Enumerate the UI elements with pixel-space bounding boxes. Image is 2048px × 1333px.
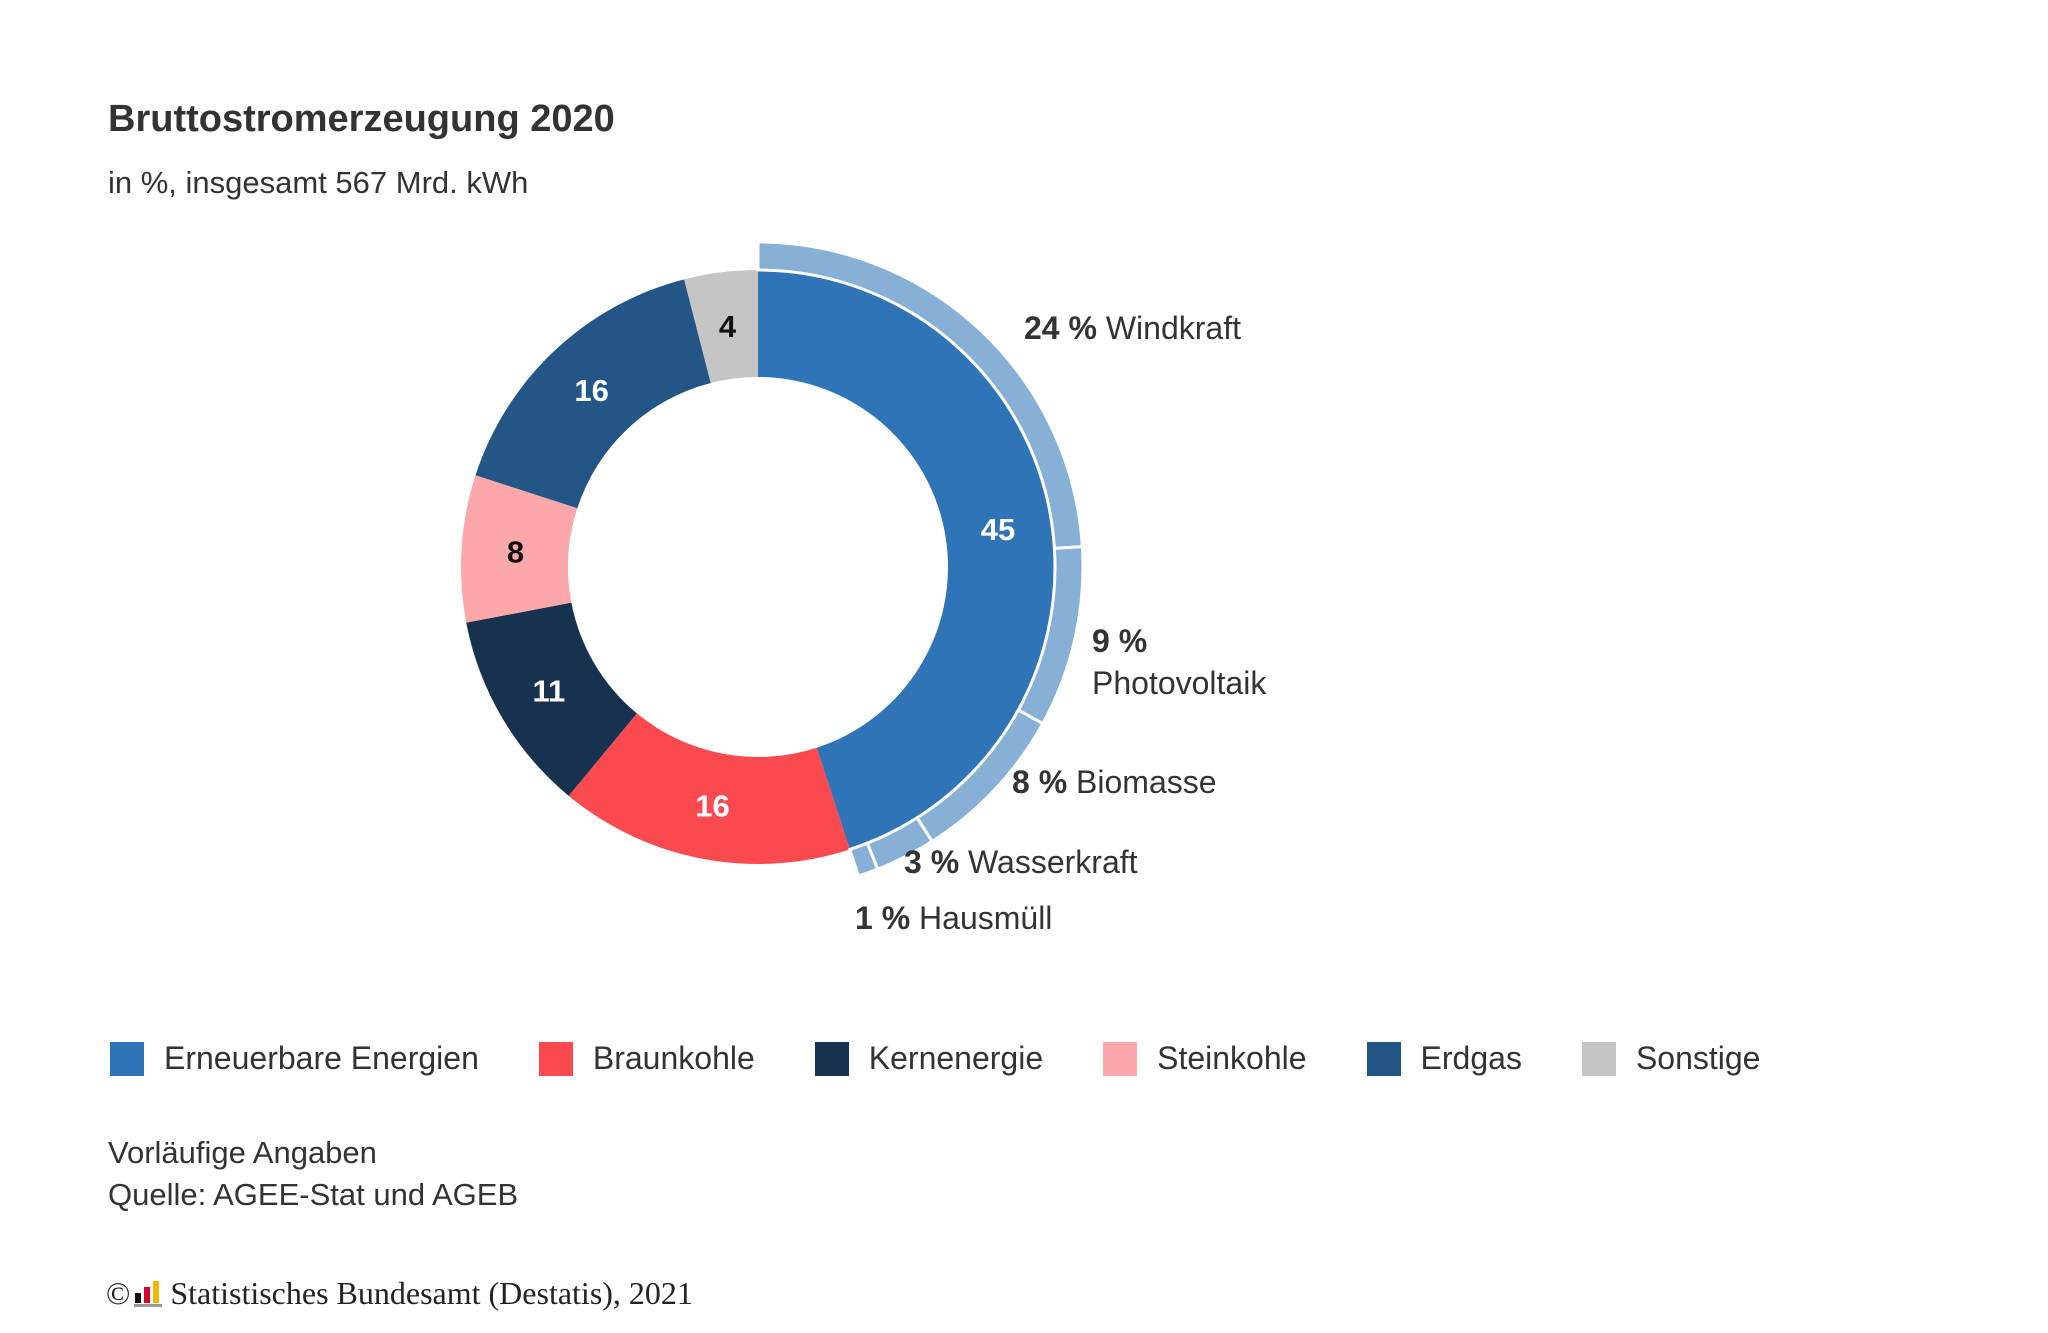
outer-label-pct: 24 % bbox=[1024, 310, 1097, 346]
outer-label-name: Hausmüll bbox=[910, 900, 1052, 936]
footer-credit: © Statistisches Bundesamt (Destatis), 20… bbox=[106, 1275, 693, 1312]
legend-label: Erneuerbare Energien bbox=[164, 1040, 479, 1076]
legend-swatch bbox=[110, 1041, 144, 1076]
slice-erdgas bbox=[475, 279, 711, 509]
footer-text: Statistisches Bundesamt (Destatis), 2021 bbox=[170, 1275, 693, 1311]
outer-label-name: Wasserkraft bbox=[959, 844, 1138, 880]
legend-label: Sonstige bbox=[1635, 1040, 1761, 1076]
legend-item-sonstige: Sonstige bbox=[1581, 1040, 1761, 1077]
outer-label-name: Windkraft bbox=[1097, 310, 1241, 346]
legend-swatch bbox=[1103, 1041, 1138, 1076]
slice-label-erdgas: 16 bbox=[574, 373, 608, 408]
legend-label: Braunkohle bbox=[592, 1040, 755, 1076]
slice-label-sonstige: 4 bbox=[719, 309, 737, 344]
slice-kernenergie bbox=[466, 602, 637, 796]
slice-erneuerbare-energien bbox=[758, 270, 1056, 850]
slice-label-kernenergie: 11 bbox=[532, 674, 565, 709]
copyright-symbol: © bbox=[106, 1275, 131, 1311]
slice-label-braunkohle: 16 bbox=[695, 789, 729, 824]
slice-sonstige bbox=[684, 270, 758, 383]
outer-label-biomasse: 8 % Biomasse bbox=[1012, 764, 1217, 800]
chart-subtitle: in %, insgesamt 567 Mrd. kWh bbox=[108, 165, 529, 200]
chart-title: Bruttostromerzeugung 2020 bbox=[108, 98, 615, 140]
donut-chart: 45 16 11 8 16 4 24 % Windkraft 9 % Photovoltaik 8… bbox=[461, 240, 1267, 936]
outer-label-windkraft: 24 % Windkraft bbox=[1024, 310, 1241, 346]
legend-label: Steinkohle bbox=[1157, 1040, 1307, 1076]
legend-swatch bbox=[1581, 1041, 1616, 1076]
outer-label-name: Photovoltaik bbox=[1092, 665, 1267, 701]
legend-item-erneuerbare: Erneuerbare Energien bbox=[110, 1040, 479, 1077]
outer-label-hausm-ll: 1 % Hausmüll bbox=[855, 900, 1052, 936]
outer-label-name: Biomasse bbox=[1067, 764, 1216, 800]
slice-braunkohle bbox=[568, 713, 850, 865]
legend-swatch bbox=[538, 1041, 573, 1076]
outer-label-wasserkraft: 3 % Wasserkraft bbox=[904, 844, 1138, 880]
note-preliminary: Vorläufige Angaben bbox=[108, 1135, 377, 1170]
outer-label-photovoltaik: 9 % Photovoltaik bbox=[1092, 623, 1267, 701]
outer-label-pct: 8 % bbox=[1012, 764, 1067, 800]
note-source: Quelle: AGEE-Stat und AGEB bbox=[108, 1177, 519, 1212]
slice-label-steinkohle: 8 bbox=[507, 535, 524, 570]
outer-label-pct: 1 % bbox=[855, 900, 910, 936]
legend-label: Kernenergie bbox=[868, 1040, 1044, 1076]
chart-notes: Vorläufige Angaben Quelle: AGEE-Stat und… bbox=[108, 1132, 518, 1216]
legend-swatch bbox=[1366, 1041, 1401, 1076]
outer-label-pct: 3 % bbox=[904, 844, 959, 880]
slice-steinkohle bbox=[461, 475, 578, 623]
chart-legend: Erneuerbare Energien Braunkohle Kernener… bbox=[110, 1040, 1760, 1077]
outer-label-pct: 9 % bbox=[1092, 623, 1147, 659]
legend-swatch bbox=[814, 1041, 849, 1076]
destatis-logo-icon bbox=[134, 1280, 163, 1307]
legend-item-kernenergie: Kernenergie bbox=[814, 1040, 1044, 1077]
legend-item-steinkohle: Steinkohle bbox=[1103, 1040, 1307, 1077]
outer-segment-hausm-ll bbox=[847, 841, 880, 878]
slice-label-erneuerbare-energien: 45 bbox=[981, 512, 1015, 547]
legend-label: Erdgas bbox=[1420, 1040, 1522, 1076]
legend-item-erdgas: Erdgas bbox=[1366, 1040, 1522, 1077]
legend-item-braunkohle: Braunkohle bbox=[538, 1040, 755, 1077]
